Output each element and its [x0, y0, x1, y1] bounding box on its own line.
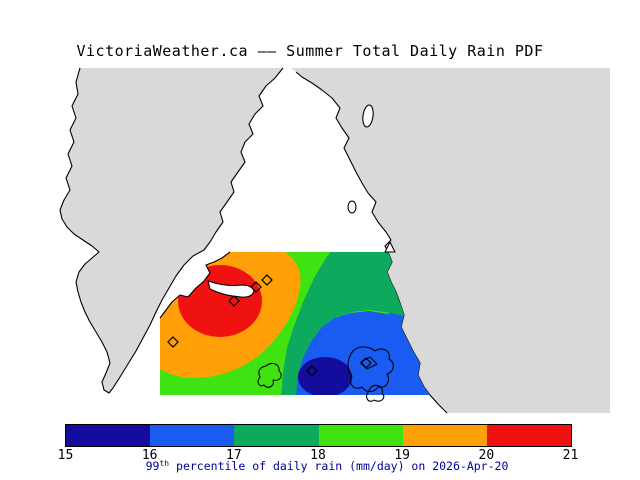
- colorbar-segment-18-19: [318, 425, 403, 446]
- colorbar-tick-20: 20: [478, 448, 495, 463]
- water-saanich-inlet: [60, 68, 283, 393]
- island-small: [347, 200, 357, 214]
- colorbar-segment-16-17: [150, 425, 235, 446]
- coastline-contour-northwest: [159, 251, 231, 319]
- colorbar-tick-15: 15: [57, 448, 74, 463]
- caption-text: percentile of daily rain (mm/day) on 202…: [169, 459, 509, 473]
- station-marker: [228, 295, 240, 307]
- caption-superscript: th: [159, 459, 170, 468]
- colorbar-tick-19: 19: [394, 448, 410, 463]
- colorbar-tick-17: 17: [226, 448, 242, 463]
- colorbar-caption: 99th percentile of daily rain (mm/day) o…: [7, 459, 640, 473]
- contour-fill-17-18: [281, 252, 404, 395]
- coastal-spit: [384, 241, 396, 253]
- colorbar-segment-19-20: [402, 425, 487, 446]
- island-james: [362, 104, 374, 128]
- water-haro-strait: [291, 68, 610, 413]
- colorbar-tick-16: 16: [141, 448, 158, 463]
- colorbar-tick-labels: 15 16 17 18 19 20 21: [0, 448, 640, 463]
- colorbar: [65, 424, 572, 447]
- harbour-inlet-detail: [207, 280, 255, 298]
- colorbar-tick-18: 18: [310, 448, 326, 463]
- station-marker: [306, 365, 318, 377]
- colorbar-segment-17-18: [234, 425, 319, 446]
- caption-number: 99: [145, 459, 160, 473]
- plot-title: VictoriaWeather.ca –– Summer Total Daily…: [76, 42, 544, 60]
- island-outline-trial: [257, 362, 282, 388]
- contour-fill-15-16-minimum: [298, 357, 352, 395]
- coastline-west: [59, 67, 284, 394]
- station-marker: [360, 357, 372, 369]
- colorbar-tick-21: 21: [562, 448, 579, 463]
- island-outline-south: [366, 384, 385, 402]
- station-markers-group: [167, 274, 372, 377]
- island-outline-chatham: [347, 346, 394, 393]
- contour-fill-20-21-maximum: [178, 265, 262, 337]
- station-marker: [250, 281, 262, 293]
- station-marker: [261, 274, 273, 286]
- colorbar-segment-15-16: [66, 425, 151, 446]
- colorbar-segment-20-21: [486, 425, 572, 446]
- station-marker: [167, 336, 179, 348]
